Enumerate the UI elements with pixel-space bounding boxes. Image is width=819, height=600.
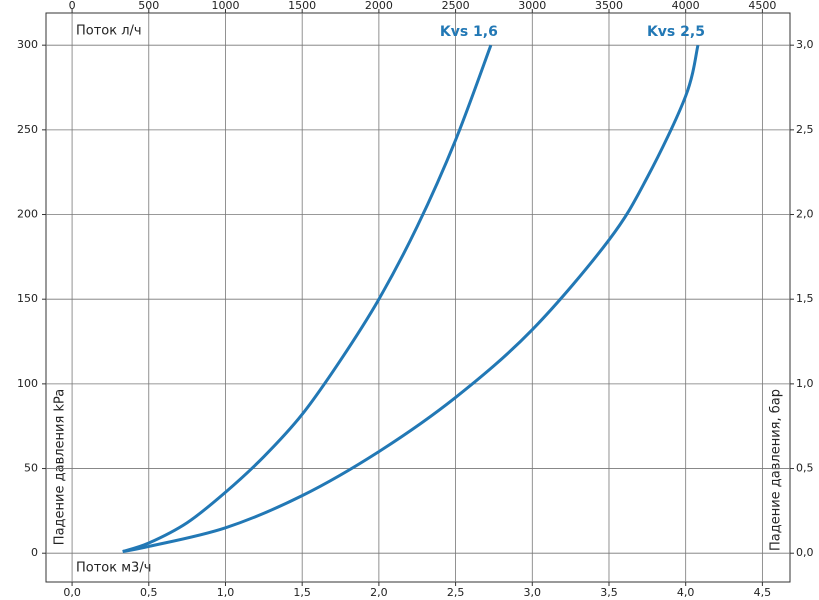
x-tick-label: 1,0: [217, 586, 235, 599]
y-tick-label: 50: [24, 462, 38, 475]
x-tick-label: 1,5: [293, 586, 311, 599]
series-line: [122, 44, 700, 553]
x2-tick-label: 500: [138, 0, 159, 12]
y2-tick-label: 3,0: [796, 38, 814, 51]
x-tick-label: 3,0: [524, 586, 542, 599]
y-tick-label: 150: [17, 292, 38, 305]
y-tick-label: 0: [31, 546, 38, 559]
x-tick-label: 4,5: [754, 586, 772, 599]
y2-tick-label: 1,5: [796, 292, 814, 305]
y-tick-label: 100: [17, 377, 38, 390]
x2-tick-label: 3000: [518, 0, 546, 12]
y-tick-label: 200: [17, 208, 38, 221]
x2-tick-label: 4500: [748, 0, 776, 12]
y2-axis-label: Падение давления, бар: [769, 389, 784, 551]
plot-frame: [45, 12, 791, 583]
x-axis-label: Поток м3/ч: [76, 561, 151, 576]
x2-tick-label: 2000: [365, 0, 393, 12]
x2-tick-label: 4000: [672, 0, 700, 12]
x-tick-label: 2,0: [370, 586, 388, 599]
x-tick-label: 3,5: [600, 586, 618, 599]
y2-tick-label: 2,0: [796, 208, 814, 221]
x2-tick-label: 2500: [442, 0, 470, 12]
y-tick-label: 250: [17, 123, 38, 136]
y-axis-label: Падение давления kPa: [53, 389, 68, 545]
x-tick-label: 2,5: [447, 586, 465, 599]
x-tick-label: 0,0: [63, 586, 81, 599]
y2-tick-label: 2,5: [796, 123, 814, 136]
y2-tick-label: 0,0: [796, 546, 814, 559]
x-tick-label: 4,0: [677, 586, 695, 599]
y-tick-label: 300: [17, 38, 38, 51]
x-tick-label: 0,5: [140, 586, 158, 599]
x2-tick-label: 3500: [595, 0, 623, 12]
x2-tick-label: 1000: [211, 0, 239, 12]
series-label: Kvs 1,6: [440, 24, 498, 40]
y2-tick-label: 1,0: [796, 377, 814, 390]
x2-tick-label: 1500: [288, 0, 316, 12]
x2-tick-label: 0: [69, 0, 76, 12]
y2-tick-label: 0,5: [796, 462, 814, 475]
series-line: [122, 44, 493, 553]
x-axis-top-label: Поток л/ч: [76, 24, 142, 39]
series-label: Kvs 2,5: [647, 24, 705, 40]
